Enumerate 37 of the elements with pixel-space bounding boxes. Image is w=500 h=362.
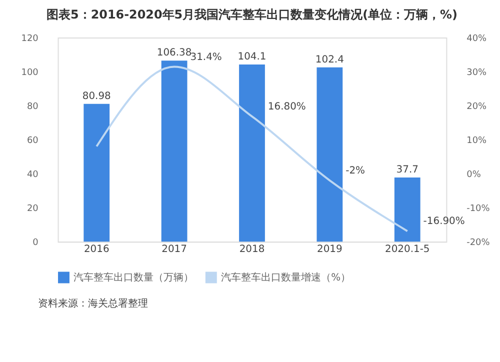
text: 资料来源：海关总署整理 [38,297,148,310]
y2-tick-label: 20% [466,102,488,112]
data-label: 16.80% [268,101,306,112]
y-tick-label: 20 [26,204,39,214]
y-tick-label: 80 [26,102,39,112]
data-label: -16.90% [423,216,465,228]
x-tick-label: 2016 [84,244,110,256]
y-tick-label: 120 [21,34,39,44]
legend-label: 汽车整车出口数量（万辆） [74,272,194,284]
data-label: -2% [346,165,366,176]
y-tick-label: 100 [21,68,39,78]
x-tick-label: 2017 [162,244,187,256]
x-tick-label: 2020.1-5 [384,244,430,256]
y-tick-label: 40 [26,170,39,180]
y2-tick-label: 10% [466,136,488,146]
y-tick-label: 0 [32,238,39,248]
bar [239,64,265,242]
y-tick-label: 60 [26,136,39,146]
bar [161,60,188,242]
data-label: 102.4 [315,54,344,66]
y2-tick-label: 0% [466,170,482,180]
x-tick-label: 2019 [317,244,342,256]
legend-label: 汽车整车出口数量增速（%） [221,272,351,284]
x-tick-label: 2018 [239,244,265,256]
data-label: 37.7 [396,164,418,176]
chart-title: 图表5：2016-2020年5月我国汽车整车出口数量变化情况(单位：万辆，%) [46,8,458,22]
bar [316,67,343,242]
bar [84,104,110,242]
y2-tick-label: -20% [466,238,490,248]
y2-tick-label: -10% [466,204,490,214]
data-label: 31.4% [190,52,222,63]
bar [394,178,420,242]
data-label: 106.38 [156,48,192,59]
y2-tick-label: 40% [466,34,488,44]
y2-tick-label: 30% [466,68,488,78]
data-label: 80.98 [82,90,111,102]
data-label: 104.1 [238,52,266,63]
